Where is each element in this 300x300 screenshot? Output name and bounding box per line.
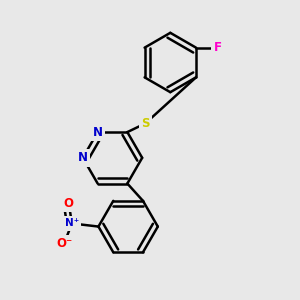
Text: N: N: [93, 126, 103, 139]
Text: O⁻: O⁻: [56, 237, 72, 250]
Text: S: S: [141, 117, 150, 130]
Text: O: O: [64, 196, 74, 210]
Text: F: F: [214, 41, 222, 54]
Text: N: N: [78, 151, 88, 164]
Text: N⁺: N⁺: [65, 218, 79, 228]
